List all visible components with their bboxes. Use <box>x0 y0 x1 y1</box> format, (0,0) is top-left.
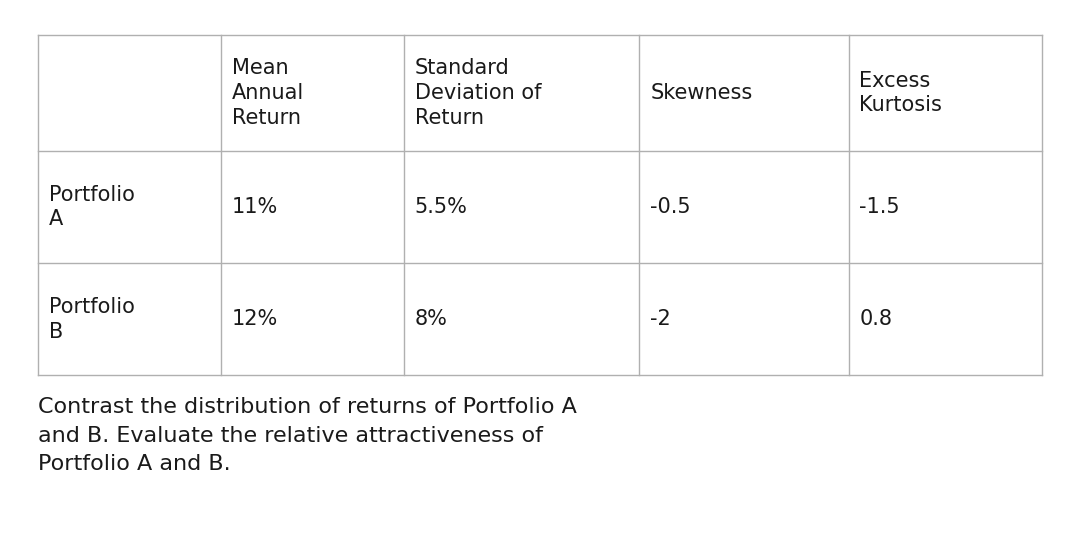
Text: 0.8: 0.8 <box>860 309 892 329</box>
Text: 5.5%: 5.5% <box>415 197 468 217</box>
Text: Mean
Annual
Return: Mean Annual Return <box>232 58 303 128</box>
Text: Standard
Deviation of
Return: Standard Deviation of Return <box>415 58 541 128</box>
Text: Excess
Kurtosis: Excess Kurtosis <box>860 71 943 116</box>
Text: Portfolio
B: Portfolio B <box>49 297 135 342</box>
Text: Skewness: Skewness <box>650 83 753 103</box>
Text: 11%: 11% <box>232 197 278 217</box>
Text: -2: -2 <box>650 309 671 329</box>
Text: 8%: 8% <box>415 309 448 329</box>
Text: Portfolio
A: Portfolio A <box>49 185 135 230</box>
Text: -0.5: -0.5 <box>650 197 691 217</box>
Text: 12%: 12% <box>232 309 278 329</box>
Text: Contrast the distribution of returns of Portfolio A
and B. Evaluate the relative: Contrast the distribution of returns of … <box>38 397 577 475</box>
Text: -1.5: -1.5 <box>860 197 900 217</box>
